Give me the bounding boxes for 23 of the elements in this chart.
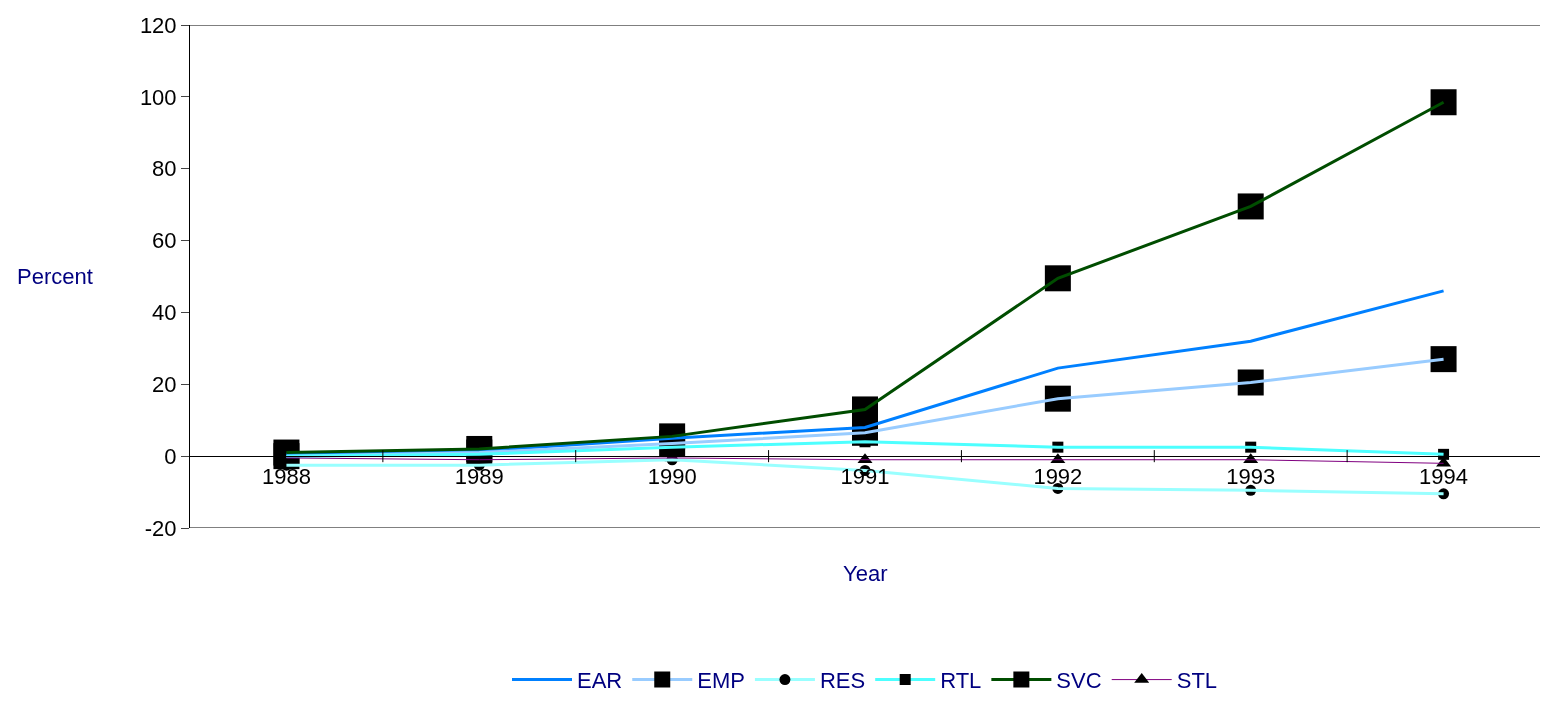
x-tick-label: 1994 (1419, 463, 1469, 489)
legend-label: STL (1176, 668, 1218, 694)
legend-label: RES (819, 668, 866, 694)
y-tick-label: 100 (139, 84, 177, 110)
y-tick-label: 40 (152, 300, 177, 326)
y-tick-label: 120 (139, 12, 177, 38)
y-axis-title: Percent (17, 264, 93, 289)
y-tick-label: 20 (152, 371, 177, 397)
legend-label: SVC (1056, 668, 1102, 694)
x-tick-label: 1990 (647, 463, 697, 489)
x-axis-title: Year (843, 561, 888, 586)
legend-label: EMP (697, 668, 745, 694)
x-tick-label: 1991 (840, 463, 890, 489)
x-tick-label: 1989 (454, 463, 504, 489)
y-tick-label: -20 (144, 515, 177, 541)
y-tick-label: 80 (152, 156, 177, 182)
legend-label: EAR (577, 668, 623, 694)
y-tick-label: 60 (152, 228, 177, 254)
x-tick-label: 1993 (1226, 463, 1276, 489)
x-tick-label: 1988 (261, 463, 311, 489)
legend-label: RTL (940, 668, 982, 694)
x-tick-label: 1992 (1033, 463, 1083, 489)
y-tick-label: 0 (164, 443, 177, 469)
